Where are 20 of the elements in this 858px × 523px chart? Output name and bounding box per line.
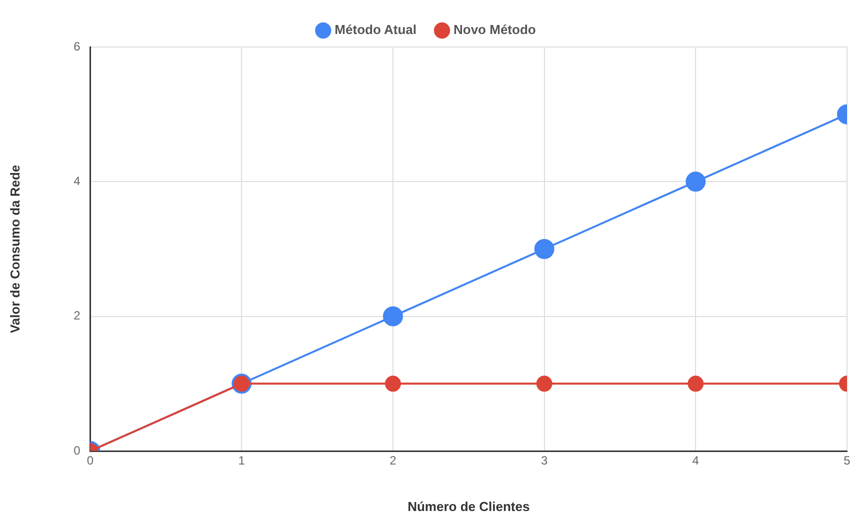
point — [534, 239, 554, 259]
x-tick-label: 2 — [390, 454, 397, 468]
legend-label: Método Atual — [334, 22, 417, 38]
point — [384, 376, 401, 392]
x-tick-label: 5 — [844, 454, 851, 468]
x-tick-label: 1 — [238, 454, 246, 468]
x-tick-label: 3 — [540, 454, 548, 468]
x-tick-label: 0 — [86, 454, 94, 468]
x-tick-label: 4 — [692, 454, 700, 468]
point — [688, 376, 704, 392]
y-tick-label: 4 — [74, 174, 81, 188]
y-tick-label: 2 — [74, 308, 81, 323]
point — [536, 376, 552, 392]
point — [686, 172, 706, 192]
legend-label: Novo Método — [454, 22, 536, 38]
x-axis-title: Número de Clientes — [408, 498, 530, 514]
y-tick-label: 0 — [74, 443, 81, 458]
y-axis-title: Valor de Consumo da Rede — [7, 164, 22, 334]
point — [382, 306, 403, 326]
y-tick-label: 6 — [74, 39, 81, 54]
